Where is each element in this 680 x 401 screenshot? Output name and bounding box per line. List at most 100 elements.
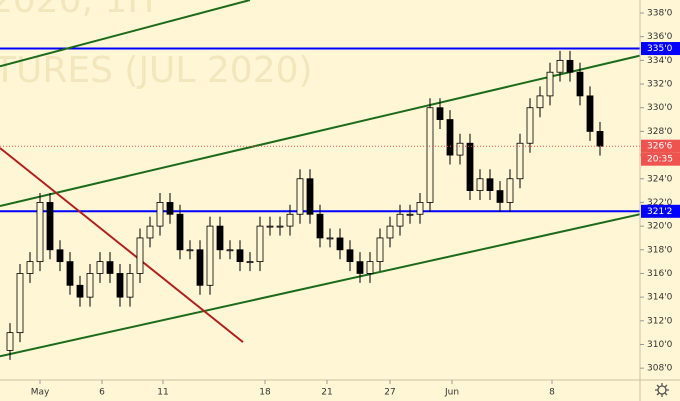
candle-body [126,273,134,298]
x-tick-label: 8 [549,388,555,398]
candle-body [296,178,304,215]
price-label: 335'0 [647,44,673,54]
candle-body [506,178,514,203]
candle-body [396,213,404,227]
candle-body [316,213,324,239]
candle-body [596,131,604,147]
price-label: 321'2 [647,207,672,217]
candle-body [466,142,474,191]
candle-body [476,178,484,191]
candle-body [456,142,464,156]
price-label: 326'6 [647,142,673,152]
watermark-line: 2020, 1H [0,0,154,21]
countdown-box [641,152,680,166]
trend-line [0,147,244,343]
y-tick-label: 336'0 [647,32,673,42]
candle-body [546,71,554,97]
trend-line [0,54,640,207]
candle-body [196,249,204,286]
candle-body [236,249,244,263]
y-tick-label: 328'0 [647,127,673,137]
candle-body [46,202,54,251]
candle-body [426,107,434,203]
trend-line [0,213,640,358]
candle-body [166,202,174,215]
x-tick-label: May [31,388,50,398]
candle-body [226,249,234,252]
y-tick-label: 320'0 [647,222,673,232]
candle-body [216,225,224,251]
price-label-box [641,204,680,218]
candle-body [366,261,374,274]
candle-body [406,213,414,216]
y-tick-label: 318'0 [647,245,673,255]
candle-body [246,261,254,264]
y-tick-label: 316'0 [647,269,673,279]
x-tick-label: 11 [157,388,168,398]
candle-body [76,284,84,298]
candle-body [286,213,294,227]
x-tick-label: 21 [321,388,332,398]
candle-body [436,107,444,120]
y-tick-label: 322'0 [647,198,673,208]
candle-body [516,142,524,180]
y-tick-label: 332'0 [647,80,673,90]
candle-body [336,237,344,251]
watermark: 2020, 1H TURES (JUL 2020) [0,0,313,91]
candle-body [326,237,334,240]
candle-body [576,71,584,97]
trend-line [0,0,251,68]
candle-body [116,273,124,298]
y-tick-label: 334'0 [647,56,673,66]
settings-icon[interactable] [655,383,669,397]
candle-body [536,95,544,109]
candle-body [556,59,564,73]
y-tick-label: 324'0 [647,174,673,184]
candle-body [356,261,364,274]
y-tick-label: 314'0 [647,293,673,303]
x-tick-label: 27 [384,388,395,398]
candle-body [416,202,424,215]
candle-body [136,237,144,274]
candle-body [186,249,194,252]
candle-body [526,107,534,144]
candle-body [176,213,184,251]
y-tick-label: 310'0 [647,340,673,350]
plot [0,0,640,360]
candle-body [6,332,14,351]
candle-body [446,119,454,156]
candle-body [486,178,494,191]
x-tick-label: 6 [99,388,105,398]
candle-body [146,225,154,239]
candle-body [66,261,74,286]
candle-body [56,249,64,263]
candle-body [16,273,24,334]
candle-body [96,261,104,274]
candle-body [206,225,214,286]
candle-body [376,237,384,263]
watermark-line: TURES (JUL 2020) [0,50,313,91]
candle-body [276,225,284,228]
candle-body [36,202,44,263]
candle-body [306,178,314,215]
candle-body [496,190,504,203]
x-tick-label: Jun [444,388,459,398]
y-tick-label: 312'0 [647,316,673,326]
candle-body [386,225,394,239]
candle-body [586,95,594,132]
candle-body [256,225,264,263]
y-tick-label: 308'0 [647,364,673,374]
y-tick-label: 338'0 [647,9,673,19]
candle-body [266,225,274,228]
candle-body [566,59,574,73]
candle-body [106,261,114,274]
y-tick-label: 330'0 [647,103,673,113]
price-label-box [641,139,680,153]
x-tick-label: 18 [259,388,271,398]
candle-body [156,202,164,227]
candle-body [86,273,94,298]
price-label-box [641,42,680,56]
